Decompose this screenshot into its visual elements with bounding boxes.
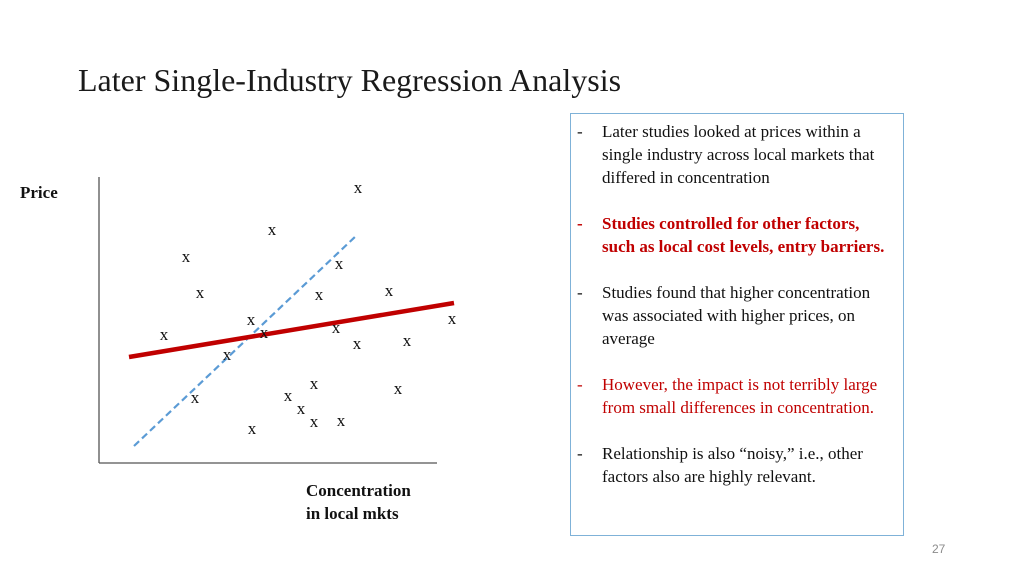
- scatter-point: x: [223, 345, 232, 364]
- bullet-dash: -: [577, 444, 583, 463]
- bullet-dash: -: [577, 375, 583, 394]
- scatter-point: x: [315, 285, 324, 304]
- notes-textbox: - Later studies looked at prices within …: [570, 113, 904, 536]
- scatter-point: x: [353, 334, 362, 353]
- x-axis-label-line2: in local mkts: [306, 504, 399, 523]
- bullet-dash: -: [577, 214, 583, 233]
- scatter-point: x: [182, 247, 191, 266]
- bullet-dash: -: [577, 122, 583, 141]
- scatter-point: x: [448, 309, 457, 328]
- dashed-steep-line: [133, 234, 358, 447]
- bullet-1: - Later studies looked at prices within …: [577, 120, 893, 189]
- bullet-text: Studies controlled for other factors, su…: [602, 214, 885, 256]
- bullet-5: - Relationship is also “noisy,” i.e., ot…: [577, 442, 893, 488]
- scatter-points: xxx xx x xx xx x xx xxx xx xxx xx: [160, 178, 457, 438]
- scatter-point: x: [248, 419, 257, 438]
- scatter-point: x: [297, 399, 306, 418]
- bullet-text: Studies found that higher concentration …: [602, 283, 871, 348]
- slide-title: Later Single-Industry Regression Analysi…: [78, 62, 622, 98]
- scatter-point: x: [385, 281, 394, 300]
- y-axis-label: Price: [20, 183, 58, 202]
- scatter-point: x: [247, 310, 256, 329]
- scatter-point: x: [284, 386, 293, 405]
- bullet-dash: -: [577, 283, 583, 302]
- scatter-point: x: [335, 254, 344, 273]
- scatter-point: x: [260, 323, 269, 342]
- bullet-text: Later studies looked at prices within a …: [602, 122, 875, 187]
- scatter-point: x: [160, 325, 169, 344]
- bullet-2: - Studies controlled for other factors, …: [577, 212, 893, 258]
- scatter-point: x: [191, 388, 200, 407]
- scatter-point: x: [403, 331, 412, 350]
- bullet-text: Relationship is also “noisy,” i.e., othe…: [602, 444, 863, 486]
- scatter-point: x: [310, 374, 319, 393]
- scatter-point: x: [268, 220, 277, 239]
- bullet-3: - Studies found that higher concentratio…: [577, 281, 893, 350]
- page-number: 27: [932, 542, 946, 556]
- bullet-text: However, the impact is not terribly larg…: [602, 375, 878, 417]
- scatter-point: x: [310, 412, 319, 431]
- x-axis-label: Concentration in local mkts: [306, 479, 411, 525]
- scatter-point: x: [354, 178, 363, 197]
- regression-line: [128, 300, 455, 360]
- x-axis-label-line1: Concentration: [306, 481, 411, 500]
- scatter-point: x: [394, 379, 403, 398]
- scatter-point: x: [332, 318, 341, 337]
- scatter-point: x: [337, 411, 346, 430]
- scatter-point: x: [196, 283, 205, 302]
- bullet-4: - However, the impact is not terribly la…: [577, 373, 893, 419]
